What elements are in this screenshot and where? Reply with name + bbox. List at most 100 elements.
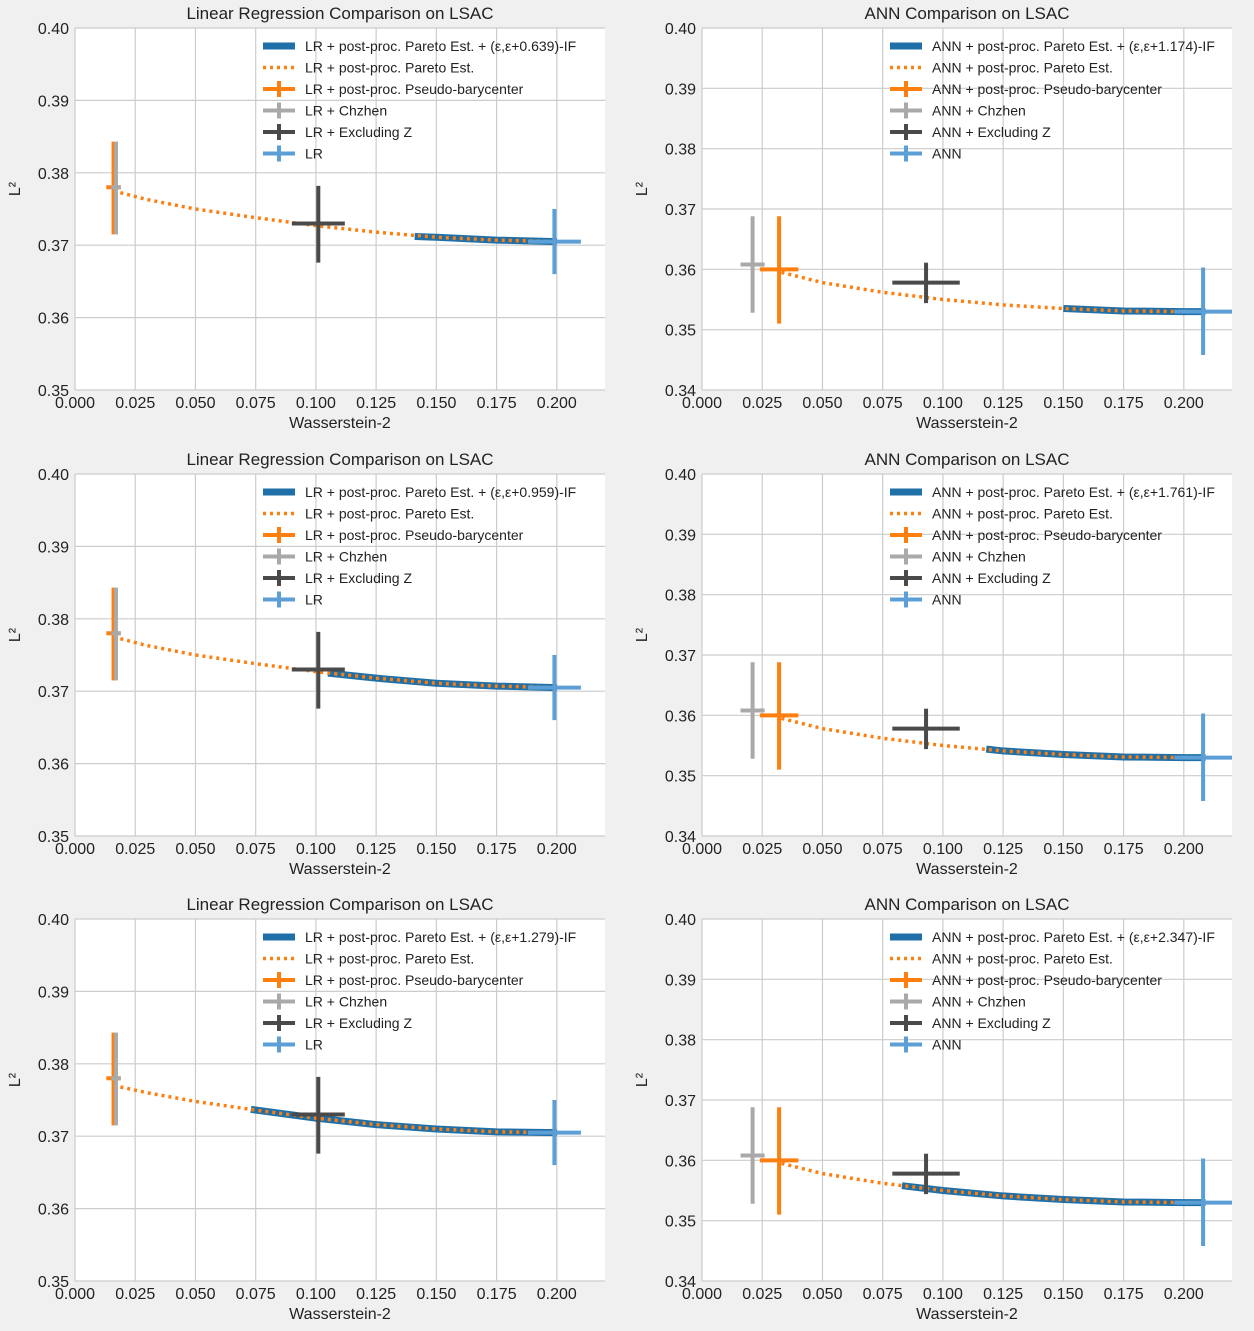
chart-svg: 0.000 0.025 0.050 0.075 0.100 0.125 0.150 0.175…	[634, 21, 1232, 432]
legend-label: ANN	[932, 146, 962, 162]
x-axis-label: Wasserstein-2	[289, 415, 391, 432]
chart-svg: 0.000 0.025 0.050 0.075 0.100 0.125 0.150 0.175…	[634, 467, 1232, 878]
y-tick-label: 0.35	[38, 383, 69, 400]
y-tick-label: 0.36	[38, 757, 69, 774]
pareto-curve	[781, 1161, 1206, 1205]
y-tick-label: 0.40	[665, 912, 696, 929]
x-tick-label: 0.100	[923, 1286, 963, 1303]
x-tick-label: 0.125	[983, 395, 1023, 412]
x-tick-label: 0.200	[537, 841, 577, 858]
pseudo-barycenter-errorbar	[759, 1107, 799, 1215]
x-tick-label: 0.125	[983, 841, 1023, 858]
x-tick-label: 0.175	[477, 841, 517, 858]
legend-label: LR + post-proc. Pseudo-barycenter	[305, 527, 524, 543]
y-tick-label: 0.35	[665, 769, 696, 786]
pareto-curve	[781, 270, 1206, 314]
legend-label: LR + post-proc. Pareto Est.	[305, 506, 474, 522]
x-tick-label: 0.075	[863, 395, 903, 412]
legend-item: LR + post-proc. Pareto Est.	[263, 60, 474, 76]
legend-label: LR + Chzhen	[305, 549, 387, 565]
excluding-z-errorbar	[892, 1153, 960, 1195]
x-tick-label: 0.025	[115, 841, 155, 858]
y-tick-label: 0.34	[665, 383, 696, 400]
y-tick-label: 0.37	[38, 1129, 69, 1146]
excluding-z-errorbar	[291, 185, 345, 263]
x-tick-label: 0.175	[1104, 1286, 1144, 1303]
chzhen-errorbar	[740, 216, 765, 313]
panel-title: ANN Comparison on LSAC	[864, 4, 1070, 23]
legend-label: ANN + post-proc. Pareto Est.	[932, 506, 1113, 522]
y-tick-label: 0.38	[38, 166, 69, 183]
legend-label: LR + Excluding Z	[305, 1015, 412, 1031]
legend-label: ANN + post-proc. Pareto Est. + (ε,ε+2.34…	[932, 929, 1215, 945]
x-tick-label: 0.175	[1104, 395, 1144, 412]
panel-lr-3: Linear Regression Comparison on LSAC 0.0…	[0, 891, 627, 1331]
x-tick-label: 0.050	[802, 395, 842, 412]
y-tick-label: 0.38	[38, 612, 69, 629]
legend-item: LR + Excluding Z	[263, 124, 412, 140]
x-tick-label: 0.100	[923, 395, 963, 412]
x-tick-label: 0.025	[742, 1286, 782, 1303]
legend-item: ANN + Chzhen	[890, 548, 1026, 565]
legend-item: ANN + Excluding Z	[890, 1015, 1051, 1031]
y-tick-label: 0.35	[38, 829, 69, 846]
legend-label: ANN + post-proc. Pareto Est. + (ε,ε+1.76…	[932, 484, 1215, 500]
legend-label: LR + Chzhen	[305, 994, 387, 1010]
x-tick-label: 0.000	[55, 395, 95, 412]
y-axis-label: L²	[634, 1072, 651, 1087]
pareto-curve	[781, 716, 1206, 760]
x-tick-label: 0.125	[983, 1286, 1023, 1303]
legend-item: ANN + post-proc. Pseudo-barycenter	[890, 527, 1162, 543]
y-tick-label: 0.35	[665, 1214, 696, 1231]
x-tick-label: 0.000	[682, 841, 722, 858]
legend-item: ANN + Excluding Z	[890, 570, 1051, 586]
legend-label: ANN + post-proc. Pseudo-barycenter	[932, 527, 1162, 543]
base-errorbar	[1174, 713, 1232, 802]
legend-item: LR + post-proc. Pareto Est. + (ε,ε+1.279…	[263, 929, 576, 945]
chzhen-errorbar	[111, 587, 121, 681]
legend-label: LR + post-proc. Pareto Est.	[305, 951, 474, 967]
x-tick-label: 0.050	[802, 1286, 842, 1303]
y-tick-label: 0.36	[665, 708, 696, 725]
legend-item: ANN + post-proc. Pareto Est. + (ε,ε+1.76…	[890, 484, 1215, 500]
legend-item: LR + post-proc. Pareto Est.	[263, 506, 474, 522]
legend-label: ANN + post-proc. Pareto Est.	[932, 951, 1113, 967]
pareto-curve	[113, 1083, 557, 1135]
legend-label: ANN	[932, 592, 962, 608]
x-tick-label: 0.100	[296, 841, 336, 858]
legend-label: ANN + Chzhen	[932, 994, 1026, 1010]
x-tick-label: 0.200	[1164, 395, 1204, 412]
x-axis-label: Wasserstein-2	[289, 1306, 391, 1323]
legend-label: LR + post-proc. Pseudo-barycenter	[305, 972, 524, 988]
y-axis-label: L²	[7, 181, 24, 196]
chart-svg: 0.000 0.025 0.050 0.075 0.100 0.125 0.150 0.175…	[7, 21, 605, 432]
x-tick-label: 0.050	[175, 1286, 215, 1303]
y-axis-label: L²	[7, 627, 24, 642]
legend-label: ANN + post-proc. Pareto Est.	[932, 60, 1113, 76]
legend-item: LR + Excluding Z	[263, 570, 412, 586]
y-tick-label: 0.39	[38, 984, 69, 1001]
legend-label: ANN + post-proc. Pseudo-barycenter	[932, 81, 1162, 97]
y-tick-label: 0.40	[665, 21, 696, 38]
chart-svg: 0.000 0.025 0.050 0.075 0.100 0.125 0.150 0.175…	[7, 467, 605, 878]
y-tick-label: 0.36	[665, 1153, 696, 1170]
y-tick-label: 0.39	[665, 972, 696, 989]
y-axis-label: L²	[7, 1072, 24, 1087]
x-tick-label: 0.200	[1164, 1286, 1204, 1303]
pareto-curve	[113, 189, 557, 244]
y-tick-label: 0.38	[665, 588, 696, 605]
y-tick-label: 0.40	[665, 467, 696, 484]
legend-item: ANN	[890, 1036, 962, 1053]
panel-title: Linear Regression Comparison on LSAC	[186, 895, 494, 914]
x-tick-label: 0.000	[55, 841, 95, 858]
y-tick-label: 0.38	[38, 1057, 69, 1074]
legend-label: ANN + post-proc. Pareto Est. + (ε,ε+1.17…	[932, 38, 1215, 54]
legend-item: LR + post-proc. Pseudo-barycenter	[263, 972, 524, 988]
legend-label: LR + Excluding Z	[305, 570, 412, 586]
y-tick-label: 0.40	[38, 21, 69, 38]
y-tick-label: 0.39	[665, 527, 696, 544]
legend-label: LR	[305, 1037, 323, 1053]
legend-item: LR + post-proc. Pseudo-barycenter	[263, 81, 524, 97]
legend-item: LR	[263, 1036, 323, 1053]
chzhen-errorbar	[111, 1032, 121, 1126]
